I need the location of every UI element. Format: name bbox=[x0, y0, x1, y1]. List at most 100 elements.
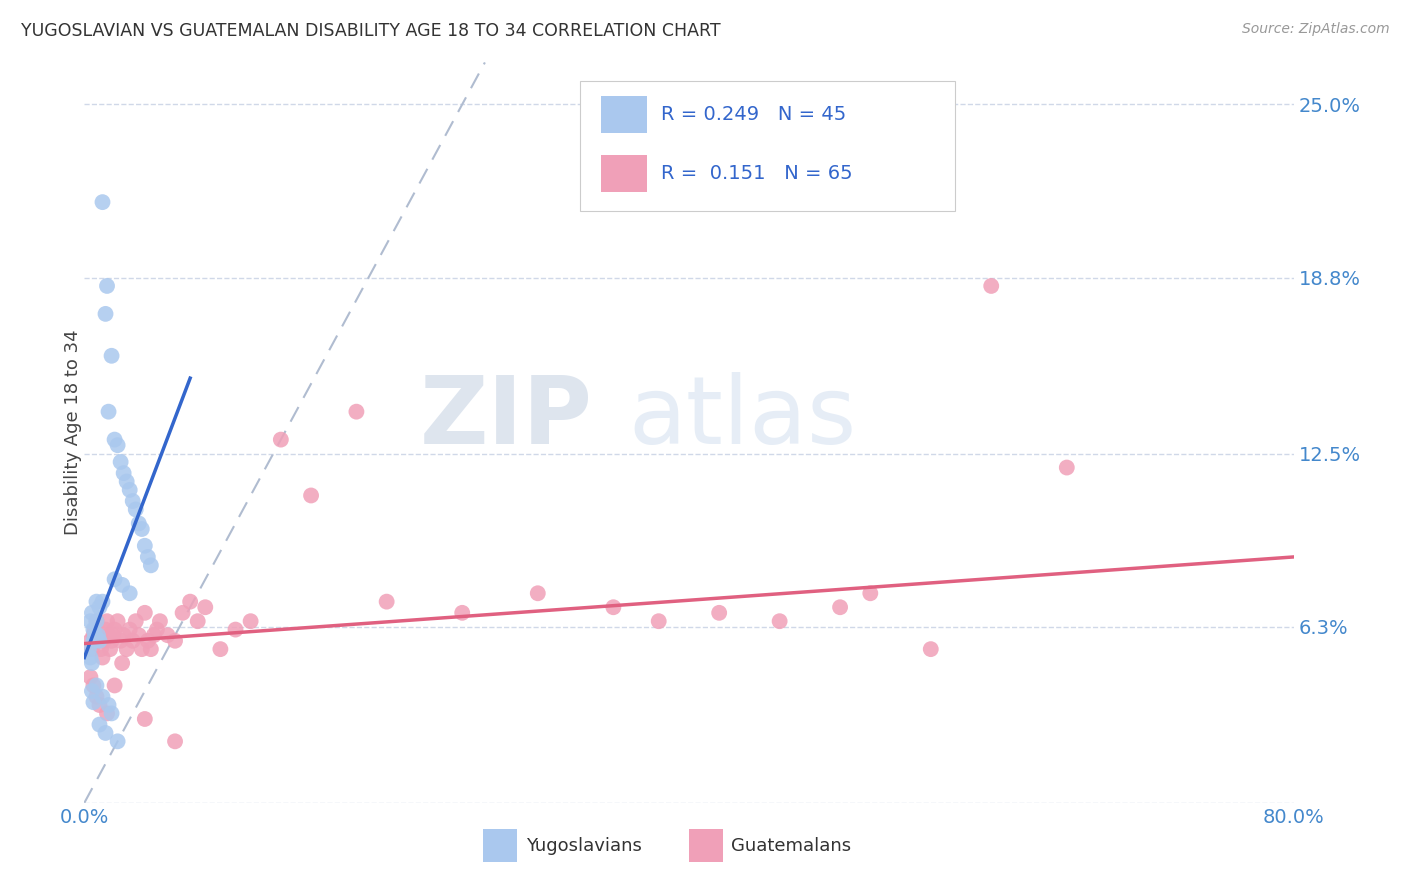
Point bbox=[82, 678, 104, 692]
Point bbox=[131, 522, 153, 536]
Point bbox=[90, 642, 112, 657]
Point bbox=[118, 623, 141, 637]
Point bbox=[89, 698, 111, 712]
Point bbox=[79, 650, 101, 665]
Point bbox=[136, 549, 159, 564]
Point bbox=[86, 614, 108, 628]
Point bbox=[602, 600, 624, 615]
Point bbox=[125, 614, 148, 628]
Point bbox=[859, 586, 882, 600]
Point bbox=[346, 405, 368, 419]
Point bbox=[136, 633, 159, 648]
Text: YUGOSLAVIAN VS GUATEMALAN DISABILITY AGE 18 TO 34 CORRELATION CHART: YUGOSLAVIAN VS GUATEMALAN DISABILITY AGE… bbox=[21, 22, 721, 40]
Point bbox=[101, 628, 124, 642]
Point bbox=[87, 633, 110, 648]
Text: atlas: atlas bbox=[628, 372, 856, 464]
Point bbox=[165, 633, 187, 648]
Point bbox=[134, 712, 156, 726]
Point bbox=[131, 642, 153, 657]
Point bbox=[91, 650, 114, 665]
Point bbox=[121, 633, 143, 648]
Point bbox=[142, 628, 165, 642]
Point bbox=[146, 623, 169, 637]
Point bbox=[920, 642, 942, 657]
Point bbox=[239, 614, 262, 628]
Point bbox=[172, 606, 194, 620]
Point bbox=[84, 628, 107, 642]
Point bbox=[107, 614, 129, 628]
Point bbox=[96, 706, 118, 721]
Text: R =  0.151   N = 65: R = 0.151 N = 65 bbox=[661, 164, 853, 183]
Point bbox=[97, 628, 120, 642]
Point bbox=[80, 684, 103, 698]
Point bbox=[111, 656, 134, 670]
Text: R = 0.249   N = 45: R = 0.249 N = 45 bbox=[661, 104, 846, 124]
Point bbox=[94, 307, 117, 321]
Point bbox=[648, 614, 671, 628]
Point bbox=[77, 642, 100, 657]
Point bbox=[112, 628, 135, 642]
Point bbox=[94, 623, 117, 637]
Bar bbox=[484, 829, 517, 862]
Point bbox=[82, 633, 104, 648]
Y-axis label: Disability Age 18 to 34: Disability Age 18 to 34 bbox=[65, 330, 82, 535]
Point bbox=[110, 455, 132, 469]
Point bbox=[97, 405, 120, 419]
Point bbox=[134, 606, 156, 620]
Point bbox=[94, 726, 117, 740]
Point bbox=[107, 438, 129, 452]
Point bbox=[86, 614, 108, 628]
Point bbox=[111, 578, 134, 592]
Point bbox=[527, 586, 550, 600]
Point bbox=[451, 606, 474, 620]
Point bbox=[225, 623, 247, 637]
Point bbox=[80, 656, 103, 670]
Point bbox=[375, 594, 398, 608]
Point bbox=[89, 600, 111, 615]
Point bbox=[96, 614, 118, 628]
Point bbox=[97, 698, 120, 712]
Bar bbox=[689, 829, 723, 862]
Point bbox=[87, 628, 110, 642]
Point bbox=[89, 633, 111, 648]
Point bbox=[769, 614, 792, 628]
Point bbox=[112, 466, 135, 480]
Point bbox=[84, 633, 107, 648]
Point bbox=[84, 623, 107, 637]
Point bbox=[165, 734, 187, 748]
Point bbox=[86, 690, 108, 704]
Point bbox=[82, 623, 104, 637]
Point bbox=[79, 633, 101, 648]
Point bbox=[96, 279, 118, 293]
Point bbox=[1056, 460, 1078, 475]
Point bbox=[89, 717, 111, 731]
Point bbox=[80, 606, 103, 620]
Point bbox=[107, 734, 129, 748]
Point bbox=[100, 349, 122, 363]
Point bbox=[104, 572, 127, 586]
Point bbox=[709, 606, 731, 620]
Point bbox=[115, 642, 138, 657]
Point bbox=[187, 614, 209, 628]
Point bbox=[980, 279, 1002, 293]
Point bbox=[104, 678, 127, 692]
Point bbox=[91, 690, 114, 704]
FancyBboxPatch shape bbox=[581, 81, 955, 211]
Bar bbox=[600, 95, 647, 133]
Point bbox=[100, 633, 122, 648]
Text: Yugoslavians: Yugoslavians bbox=[526, 837, 641, 855]
Point bbox=[80, 642, 103, 657]
Point bbox=[128, 628, 150, 642]
Point bbox=[100, 706, 122, 721]
Point bbox=[830, 600, 852, 615]
Point bbox=[86, 678, 108, 692]
Point bbox=[270, 433, 292, 447]
Point bbox=[79, 614, 101, 628]
Point bbox=[149, 614, 172, 628]
Point bbox=[299, 488, 322, 502]
Point bbox=[179, 594, 201, 608]
Point bbox=[110, 633, 132, 648]
Text: Source: ZipAtlas.com: Source: ZipAtlas.com bbox=[1241, 22, 1389, 37]
Point bbox=[118, 483, 141, 497]
Point bbox=[104, 433, 127, 447]
